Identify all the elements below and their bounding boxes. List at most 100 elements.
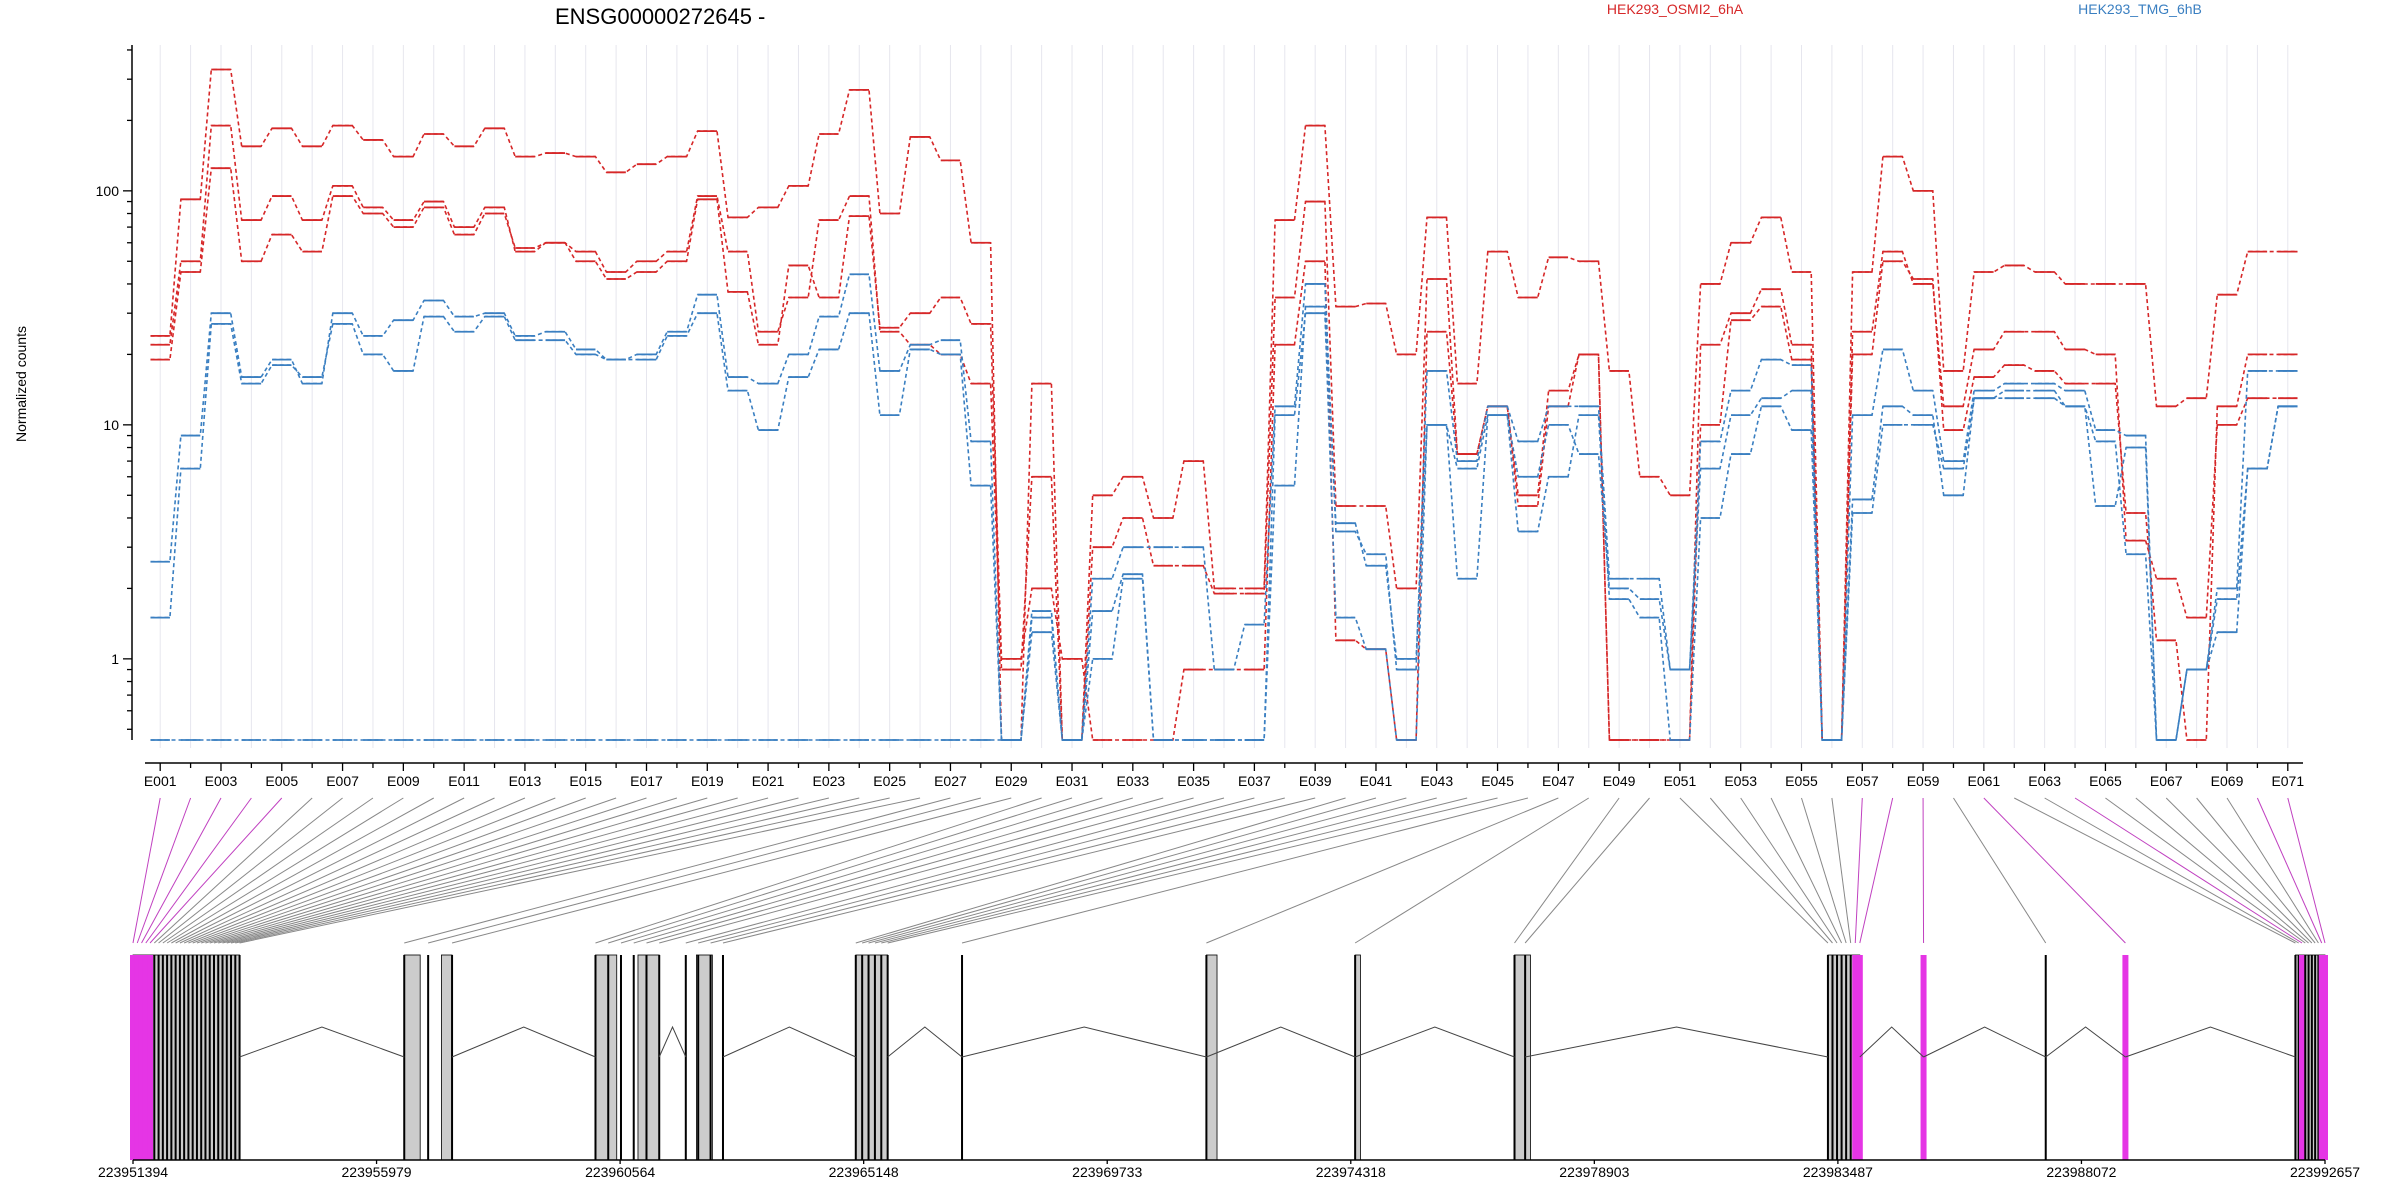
exon-boundary bbox=[2304, 955, 2307, 1160]
exon-connector bbox=[1206, 797, 1559, 944]
exon-tick-label: E045 bbox=[1481, 773, 1514, 789]
exon-connector bbox=[1953, 797, 2047, 944]
exon-boundary bbox=[234, 955, 237, 1160]
exon-tick-label: E057 bbox=[1846, 773, 1879, 789]
exon-tick-label: E009 bbox=[387, 773, 420, 789]
exon-connector bbox=[698, 797, 1255, 944]
exon-connector bbox=[646, 797, 1164, 944]
exon-connector bbox=[2287, 797, 2326, 944]
exon-connector bbox=[230, 797, 860, 944]
exon-boundary bbox=[2317, 955, 2320, 1160]
y-axis-label: Normalized counts bbox=[13, 326, 29, 442]
exon-connector bbox=[1354, 797, 1589, 944]
exon-connector bbox=[2226, 797, 2319, 944]
exon-tick-label: E037 bbox=[1238, 773, 1271, 789]
exon-connector bbox=[205, 797, 678, 944]
exon-connector bbox=[162, 797, 374, 944]
exon-boundary bbox=[1826, 955, 1829, 1160]
exon-tick-label: E041 bbox=[1360, 773, 1393, 789]
exon-boundary bbox=[632, 955, 635, 1160]
exon-connector bbox=[428, 797, 981, 944]
exon-tick-label: E005 bbox=[265, 773, 298, 789]
exon-tick-label: E023 bbox=[813, 773, 846, 789]
exon-connector bbox=[235, 797, 890, 944]
genomic-coordinate-axis: 223951394 223955979 223960564 223965148 2239… bbox=[98, 1159, 2360, 1180]
exon-tick-label: E059 bbox=[1907, 773, 1940, 789]
exon-connector bbox=[218, 797, 769, 944]
exon-tick-label: E069 bbox=[2211, 773, 2244, 789]
legend-entry: HEK293_TMG_6hB bbox=[2078, 1, 2202, 17]
exon-connector bbox=[862, 797, 1377, 944]
exon-connector-lines bbox=[132, 797, 2326, 944]
intron-line bbox=[1354, 1026, 1515, 1058]
exon-boundary bbox=[238, 955, 241, 1160]
exon-boundary bbox=[187, 955, 190, 1160]
exon-boundary bbox=[594, 955, 597, 1160]
exon-block bbox=[1205, 954, 1218, 1161]
genomic-tick-label: 223955979 bbox=[342, 1164, 412, 1180]
exon-boundary bbox=[1524, 955, 1527, 1160]
exon-boundary bbox=[873, 955, 876, 1160]
exon-tick-label: E043 bbox=[1420, 773, 1453, 789]
exon-boundary bbox=[1205, 955, 1208, 1160]
exon-connector bbox=[153, 797, 313, 944]
exon-connector bbox=[710, 797, 1285, 944]
exon-boundary bbox=[153, 955, 156, 1160]
exon-connector bbox=[1854, 797, 1863, 944]
exon-connector bbox=[2044, 797, 2299, 944]
exon-boundary bbox=[1354, 955, 1357, 1160]
exon-boundary bbox=[221, 955, 224, 1160]
genomic-tick-label: 223983487 bbox=[1803, 1164, 1873, 1180]
exon-boundary bbox=[204, 955, 207, 1160]
legend-entry: HEK293_OSMI2_6hA bbox=[1607, 1, 1744, 17]
exon-boundary bbox=[212, 955, 215, 1160]
exon-boundary bbox=[721, 955, 724, 1160]
exon-connector bbox=[685, 797, 1225, 944]
genomic-tick-label: 223969733 bbox=[1072, 1164, 1142, 1180]
exon-highlighted bbox=[2122, 955, 2129, 1160]
exon-tick-label: E017 bbox=[630, 773, 663, 789]
exon-tick-label: E063 bbox=[2028, 773, 2061, 789]
exon-connector bbox=[149, 797, 283, 944]
exon-tick-label: E003 bbox=[205, 773, 238, 789]
exon-tick-label: E027 bbox=[934, 773, 967, 789]
intron-line bbox=[961, 1026, 1207, 1058]
exon-boundary bbox=[1840, 955, 1843, 1160]
exon-highlighted bbox=[147, 955, 154, 1160]
exon-boundary bbox=[170, 955, 173, 1160]
exon-highlighted bbox=[134, 955, 141, 1160]
exon-boundary bbox=[161, 955, 164, 1160]
exon-connector bbox=[192, 797, 586, 944]
exon-connector bbox=[196, 797, 617, 944]
exon-tick-label: E031 bbox=[1056, 773, 1089, 789]
exon-boundary bbox=[183, 955, 186, 1160]
exon-boundary bbox=[1513, 955, 1516, 1160]
exon-connector bbox=[404, 797, 951, 944]
exon-connector bbox=[175, 797, 465, 944]
exon-highlighted bbox=[2298, 955, 2305, 1160]
chart-title: ENSG00000272645 - bbox=[555, 4, 765, 29]
exon-connector bbox=[141, 797, 222, 944]
genomic-tick-label: 223974318 bbox=[1316, 1164, 1386, 1180]
exon-connector bbox=[961, 797, 1529, 944]
exon-connector bbox=[2135, 797, 2309, 944]
exon-tick-label: E029 bbox=[995, 773, 1028, 789]
exon-highlighted bbox=[138, 955, 145, 1160]
exon-connector bbox=[2074, 797, 2303, 944]
exon-connector bbox=[722, 797, 1316, 944]
exon-boundary bbox=[1849, 955, 1852, 1160]
exon-boundary bbox=[619, 955, 622, 1160]
exon-connector bbox=[620, 797, 1103, 944]
exon-boundary bbox=[2314, 955, 2317, 1160]
exon-tick-label: E033 bbox=[1116, 773, 1149, 789]
exon-boundary bbox=[217, 955, 220, 1160]
exon-connector bbox=[158, 797, 343, 944]
exon-tick-label: E015 bbox=[569, 773, 602, 789]
exon-boundary bbox=[607, 955, 610, 1160]
exon-boundary bbox=[854, 955, 857, 1160]
y-axis: 1 10 100 bbox=[96, 45, 133, 740]
genomic-tick-label: 223988072 bbox=[2046, 1164, 2116, 1180]
y-tick-label: 1 bbox=[111, 651, 119, 667]
exon-connector bbox=[239, 797, 921, 944]
exon-boundary bbox=[867, 955, 870, 1160]
